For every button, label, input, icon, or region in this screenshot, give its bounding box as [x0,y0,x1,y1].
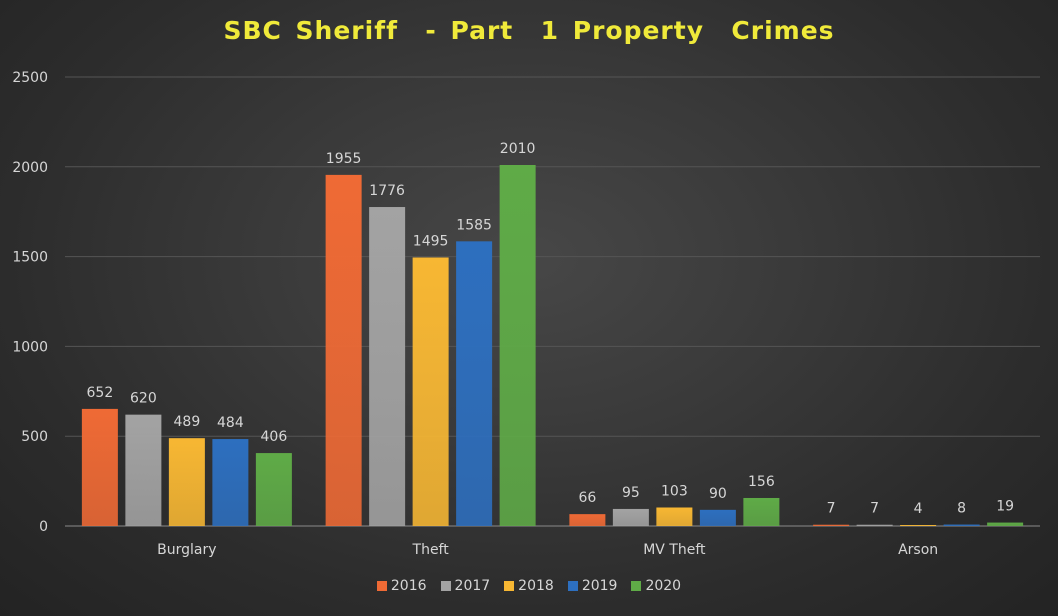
x-category-label: Burglary [157,542,216,558]
y-tick-label: 500 [21,429,48,445]
y-tick-label: 1500 [12,250,48,266]
bar-theft-2019 [456,241,493,527]
data-label: 19 [996,499,1014,515]
legend-label: 2016 [390,578,427,594]
data-label: 620 [130,391,157,407]
y-tick-label: 0 [39,519,48,535]
y-tick-label: 2500 [12,70,48,86]
legend-item-2018: 2018 [504,578,554,594]
bar-theft-2016 [325,174,362,526]
x-category-label: Arson [898,542,938,558]
legend: 2016 2017 2018 2019 2020 [0,578,1058,594]
legend-item-2016: 2016 [376,578,427,594]
bar-mv-theft-2018 [656,507,693,526]
data-label: 2010 [500,141,536,157]
bar-mv-theft-2019 [699,509,736,526]
data-label: 4 [914,501,923,517]
bar-mv-theft-2017 [612,508,649,526]
legend-item-2017: 2017 [440,578,491,594]
legend-item-2019: 2019 [567,578,618,594]
y-tick-label: 1000 [12,339,48,355]
data-label: 1585 [456,217,492,233]
bar-burglary-2016 [81,408,118,526]
data-label: 90 [709,486,727,502]
bar-mv-theft-2020 [743,497,780,526]
bar-arson-2017 [856,524,893,526]
x-category-label: MV Theft [643,542,706,558]
data-label: 652 [87,385,114,401]
data-label: 8 [957,501,966,517]
data-label: 1495 [413,233,449,249]
x-category-label: Theft [412,542,450,558]
bar-theft-2020 [499,165,536,526]
legend-swatch [376,581,387,591]
data-label: 95 [622,485,640,501]
legend-item-2020: 2020 [631,578,681,594]
bar-theft-2017 [369,207,406,526]
legend-swatch [631,581,642,591]
bar-burglary-2020 [255,453,292,526]
legend-label: 2018 [518,578,554,594]
data-label: 7 [870,501,879,517]
data-label: 484 [217,415,244,431]
data-label: 103 [661,484,688,500]
data-label: 1776 [369,183,405,199]
data-label: 156 [748,474,775,490]
legend-label: 2020 [645,578,682,594]
data-label: 66 [578,490,596,506]
bar-theft-2018 [412,257,449,526]
data-label: 7 [827,501,836,517]
bar-burglary-2018 [168,438,205,526]
legend-swatch [504,581,515,591]
chart-title: SBC Sheriff - Part 1 Property Crimes [223,16,835,45]
legend-label: 2017 [454,578,491,594]
bar-arson-2018 [900,525,937,526]
data-label: 1955 [326,151,362,167]
bar-mv-theft-2016 [569,514,606,526]
bar-burglary-2017 [125,414,162,526]
data-label: 406 [261,429,288,445]
bar-arson-2019 [943,524,980,526]
legend-swatch [440,581,451,591]
bar-arson-2020 [987,522,1024,526]
bar-arson-2016 [813,524,850,526]
data-label: 489 [174,414,201,430]
bar-burglary-2019 [212,439,249,526]
y-tick-label: 2000 [12,160,48,176]
legend-swatch [567,581,578,591]
legend-label: 2019 [581,578,618,594]
